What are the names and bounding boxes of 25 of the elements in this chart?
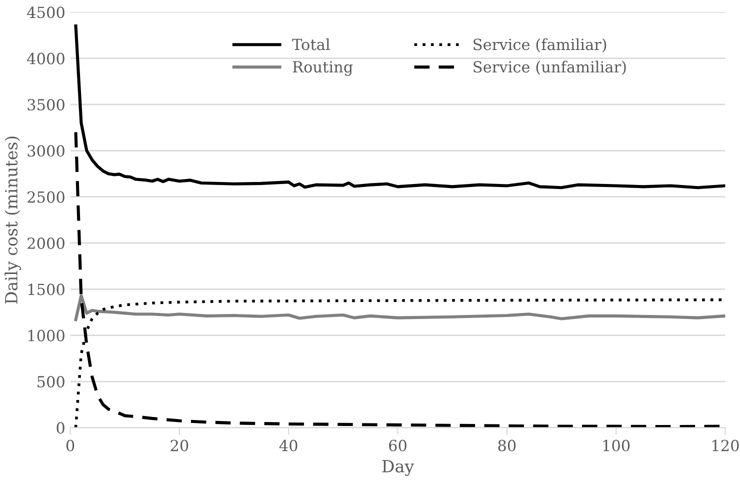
x-tick-label: 0	[66, 440, 74, 452]
y-tick-label: 1000	[28, 330, 64, 342]
y-tick-label: 3000	[28, 145, 64, 157]
x-tick-label: 100	[603, 440, 630, 452]
y-tick-label: 2000	[28, 237, 64, 250]
x-tick-label: 40	[279, 440, 298, 452]
x-tick-label: 120	[712, 440, 739, 452]
line-series	[74, 24, 726, 190]
x-tick-label: 80	[498, 440, 516, 452]
y-tick-label: 1500	[28, 284, 64, 296]
y-axis-title: Daily cost (minutes)	[4, 136, 21, 304]
y-tick-label: 4000	[27, 52, 64, 64]
legend-label: Service (familiar)	[474, 38, 606, 52]
y-tick-label: 4500	[27, 6, 64, 18]
legend-label: Service (unfamiliar)	[474, 60, 626, 75]
x-tick-label: 20	[170, 440, 188, 452]
y-tick-label: 0	[56, 422, 64, 434]
x-axis-title: Day	[382, 460, 414, 476]
line-series	[74, 294, 726, 322]
y-tick-label: 3500	[28, 98, 64, 111]
y-tick-label: 500	[38, 376, 64, 388]
legend-label: Total	[292, 38, 330, 50]
legend-label: Routing	[292, 61, 353, 76]
y-tick-label: 2500	[28, 191, 64, 203]
x-tick-label: 60	[389, 440, 406, 452]
